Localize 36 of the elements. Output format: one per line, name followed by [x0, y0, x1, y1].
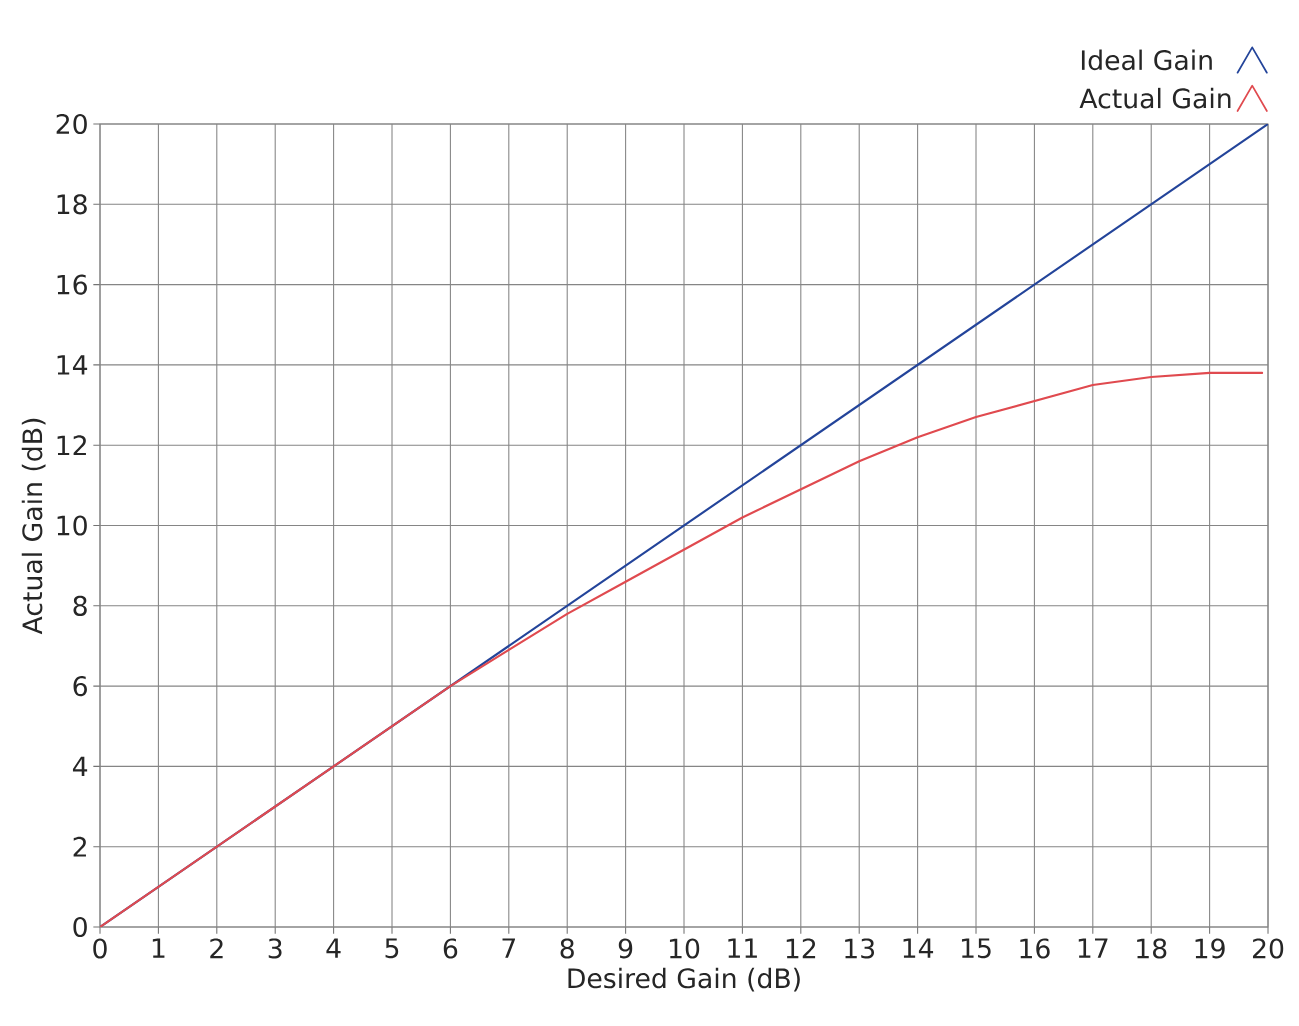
legend-label: Ideal Gain	[1081, 49, 1212, 71]
x-axis-title: Desired Gain (dB)	[568, 967, 800, 992]
y-tick-label: 12	[57, 435, 86, 456]
x-tick-label: 12	[786, 938, 816, 959]
legend-label: Actual Gain	[1079, 87, 1231, 109]
y-tick-label: 16	[57, 274, 87, 295]
x-tick-label: 14	[903, 938, 934, 958]
x-tick-label: 0	[93, 938, 107, 959]
y-tick-label: 18	[57, 194, 87, 215]
x-tick-label: 13	[845, 938, 875, 959]
x-tick-label: 20	[1252, 938, 1284, 959]
x-tick-label: 6	[443, 938, 458, 959]
y-tick-label: 20	[56, 113, 87, 135]
y-tick-label: 2	[73, 836, 86, 857]
x-tick-label: 7	[502, 938, 515, 958]
x-tick-label: 18	[1137, 938, 1167, 959]
y-axis-title: Actual Gain (dB)	[21, 418, 46, 635]
x-tick-label: 19	[1195, 938, 1225, 959]
x-tick-label: 1	[152, 938, 165, 958]
y-tick-label: 14	[57, 355, 88, 375]
x-tick-label: 2	[210, 938, 223, 959]
x-tick-label: 8	[560, 938, 574, 959]
x-tick-label: 3	[268, 938, 282, 959]
x-tick-label: 9	[618, 938, 633, 959]
x-tick-label: 10	[669, 938, 700, 959]
x-tick-label: 4	[326, 938, 341, 958]
x-tick-label: 16	[1020, 938, 1050, 959]
y-tick-label: 8	[73, 595, 87, 616]
x-tick-label: 17	[1078, 938, 1108, 958]
y-tick-label: 0	[73, 916, 87, 938]
y-tick-label: 6	[73, 676, 87, 697]
x-tick-label: 5	[385, 938, 399, 959]
x-tick-label: 15	[961, 938, 991, 959]
x-tick-label: 11	[728, 938, 757, 958]
y-tick-label: 10	[57, 515, 87, 536]
y-tick-label: 4	[72, 756, 88, 777]
